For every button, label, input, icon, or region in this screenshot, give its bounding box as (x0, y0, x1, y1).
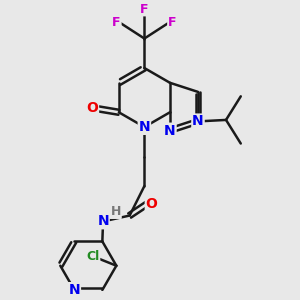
Text: N: N (139, 120, 150, 134)
Text: F: F (112, 16, 121, 29)
Text: Cl: Cl (86, 250, 99, 263)
Text: N: N (192, 114, 204, 128)
Text: F: F (140, 2, 148, 16)
Text: N: N (97, 214, 109, 228)
Text: O: O (86, 101, 98, 115)
Text: N: N (68, 283, 80, 297)
Text: O: O (146, 197, 158, 211)
Text: F: F (168, 16, 176, 29)
Text: N: N (164, 124, 176, 137)
Text: H: H (110, 205, 121, 218)
